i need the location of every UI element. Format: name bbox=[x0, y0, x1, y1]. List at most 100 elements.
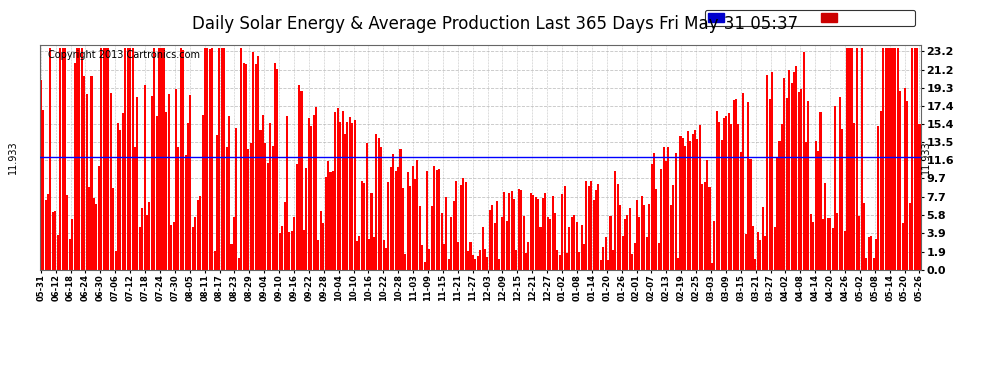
Bar bbox=[615, 171, 617, 270]
Bar bbox=[827, 217, 829, 270]
Bar bbox=[122, 113, 124, 270]
Bar bbox=[390, 167, 392, 270]
Bar bbox=[793, 72, 795, 270]
Bar bbox=[286, 116, 288, 270]
Bar bbox=[634, 243, 636, 270]
Bar bbox=[583, 244, 585, 270]
Bar bbox=[810, 214, 812, 270]
Bar bbox=[672, 185, 674, 270]
Bar bbox=[759, 240, 761, 270]
Bar bbox=[916, 48, 918, 270]
Bar bbox=[266, 163, 268, 270]
Bar bbox=[464, 182, 466, 270]
Bar bbox=[56, 235, 58, 270]
Bar bbox=[83, 76, 85, 270]
Bar bbox=[619, 206, 621, 270]
Bar bbox=[503, 192, 505, 270]
Bar bbox=[177, 147, 179, 270]
Bar bbox=[78, 48, 80, 270]
Bar bbox=[899, 91, 901, 270]
Bar bbox=[194, 217, 196, 270]
Bar bbox=[211, 48, 213, 270]
Bar bbox=[523, 216, 525, 270]
Bar bbox=[51, 211, 53, 270]
Bar bbox=[872, 258, 874, 270]
Bar bbox=[540, 227, 542, 270]
Bar bbox=[325, 177, 327, 270]
Bar bbox=[45, 200, 47, 270]
Bar bbox=[837, 213, 839, 270]
Bar bbox=[148, 202, 150, 270]
Bar bbox=[346, 122, 348, 270]
Bar bbox=[320, 211, 322, 270]
Bar bbox=[308, 118, 310, 270]
Bar bbox=[382, 240, 385, 270]
Bar bbox=[66, 195, 68, 270]
Bar bbox=[245, 63, 248, 270]
Bar bbox=[298, 84, 300, 270]
Bar bbox=[293, 217, 295, 270]
Bar bbox=[358, 236, 360, 270]
Bar bbox=[228, 116, 230, 270]
Bar bbox=[636, 200, 639, 270]
Bar bbox=[494, 223, 496, 270]
Text: 11.933: 11.933 bbox=[921, 140, 931, 174]
Bar bbox=[192, 226, 194, 270]
Bar bbox=[544, 193, 546, 270]
Bar bbox=[262, 115, 264, 270]
Bar bbox=[657, 243, 659, 270]
Bar bbox=[723, 118, 725, 270]
Bar bbox=[798, 92, 800, 270]
Bar bbox=[474, 260, 476, 270]
Bar bbox=[441, 213, 443, 270]
Bar bbox=[578, 252, 580, 270]
Bar bbox=[839, 96, 841, 270]
Bar bbox=[709, 187, 711, 270]
Bar bbox=[751, 226, 754, 270]
Bar bbox=[315, 107, 317, 270]
Bar bbox=[221, 48, 223, 270]
Bar bbox=[744, 234, 746, 270]
Bar bbox=[252, 52, 254, 270]
Bar bbox=[904, 88, 906, 270]
Bar bbox=[558, 255, 561, 270]
Bar bbox=[144, 85, 146, 270]
Bar bbox=[880, 111, 882, 270]
Bar bbox=[498, 260, 501, 270]
Bar bbox=[513, 198, 515, 270]
Bar bbox=[687, 131, 689, 270]
Bar bbox=[81, 48, 83, 270]
Bar bbox=[508, 193, 510, 270]
Bar bbox=[150, 96, 152, 270]
Bar bbox=[778, 141, 780, 270]
Bar bbox=[175, 89, 177, 270]
Bar bbox=[808, 101, 810, 270]
Bar bbox=[815, 141, 817, 270]
Bar bbox=[296, 164, 298, 270]
Bar bbox=[728, 113, 730, 270]
Bar bbox=[167, 94, 169, 270]
Bar bbox=[820, 112, 822, 270]
Bar bbox=[909, 203, 911, 270]
Bar bbox=[160, 48, 162, 270]
Bar bbox=[518, 189, 520, 270]
Bar bbox=[313, 115, 315, 270]
Bar bbox=[575, 222, 578, 270]
Bar bbox=[370, 193, 372, 270]
Bar bbox=[447, 259, 449, 270]
Bar bbox=[259, 130, 261, 270]
Bar bbox=[902, 223, 904, 270]
Bar bbox=[301, 92, 303, 270]
Bar bbox=[397, 167, 399, 270]
Bar bbox=[701, 184, 703, 270]
Bar bbox=[506, 220, 508, 270]
Bar bbox=[566, 253, 568, 270]
Bar bbox=[761, 207, 763, 270]
Bar bbox=[127, 48, 129, 270]
Bar bbox=[718, 122, 720, 270]
Bar bbox=[305, 168, 307, 270]
Bar bbox=[248, 149, 249, 270]
Bar bbox=[738, 124, 740, 270]
Bar bbox=[769, 99, 771, 270]
Bar bbox=[781, 124, 783, 270]
